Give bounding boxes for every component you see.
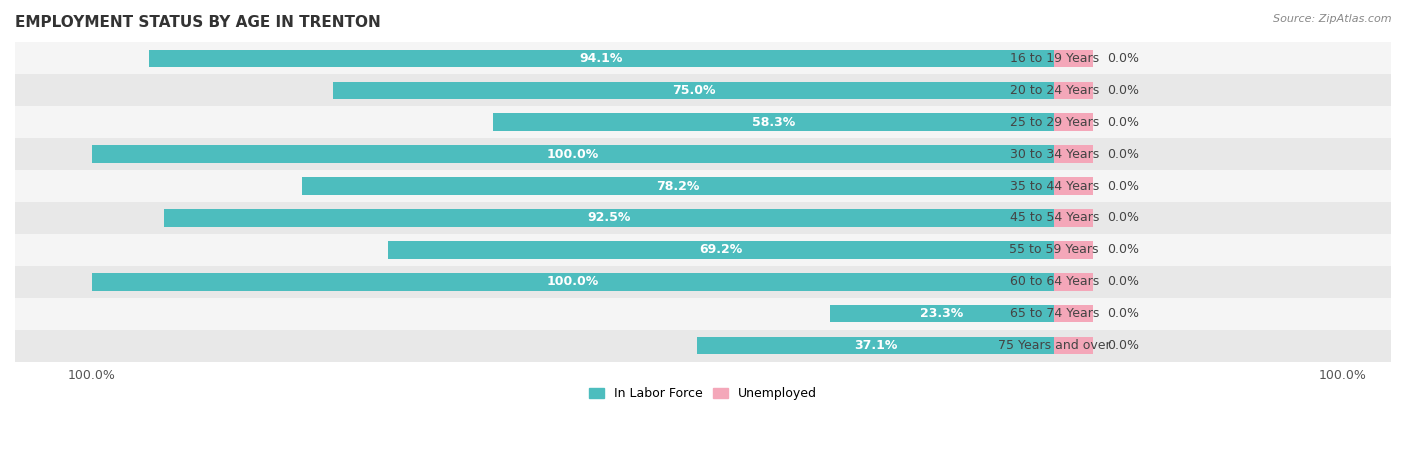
Text: 94.1%: 94.1% [579,52,623,65]
Text: 35 to 44 Years: 35 to 44 Years [1001,179,1107,193]
Text: 60 to 64 Years: 60 to 64 Years [1001,275,1107,288]
Text: 25 to 29 Years: 25 to 29 Years [1001,116,1107,129]
Text: 100.0%: 100.0% [547,147,599,161]
Bar [165,209,1054,227]
Bar [494,114,1054,131]
Text: 75.0%: 75.0% [672,84,716,97]
Text: 0.0%: 0.0% [1107,339,1139,352]
Text: 0.0%: 0.0% [1107,307,1139,320]
Bar [15,330,1391,362]
Bar [1054,337,1092,354]
Text: 23.3%: 23.3% [921,307,963,320]
Bar [1054,305,1092,322]
Bar [1054,114,1092,131]
Text: 78.2%: 78.2% [657,179,700,193]
Text: 0.0%: 0.0% [1107,244,1139,256]
Text: 0.0%: 0.0% [1107,179,1139,193]
Bar [830,305,1054,322]
Bar [91,273,1055,290]
Text: 100.0%: 100.0% [547,275,599,288]
Bar [91,145,1055,163]
Text: 0.0%: 0.0% [1107,212,1139,225]
Text: 45 to 54 Years: 45 to 54 Years [1001,212,1107,225]
Text: 58.3%: 58.3% [752,116,796,129]
Text: 92.5%: 92.5% [588,212,631,225]
Text: 0.0%: 0.0% [1107,52,1139,65]
Text: 75 Years and over: 75 Years and over [990,339,1119,352]
Text: 69.2%: 69.2% [700,244,742,256]
Bar [15,266,1391,298]
Bar [1054,209,1092,227]
Text: 30 to 34 Years: 30 to 34 Years [1001,147,1107,161]
Bar [302,177,1054,195]
Text: Source: ZipAtlas.com: Source: ZipAtlas.com [1274,14,1392,23]
Bar [1054,273,1092,290]
Bar [333,82,1054,99]
Bar [15,202,1391,234]
Bar [1054,177,1092,195]
Bar [388,241,1054,258]
Legend: In Labor Force, Unemployed: In Labor Force, Unemployed [583,382,823,405]
Text: 0.0%: 0.0% [1107,147,1139,161]
Text: 0.0%: 0.0% [1107,275,1139,288]
Text: 55 to 59 Years: 55 to 59 Years [1001,244,1107,256]
Bar [1054,145,1092,163]
Bar [149,50,1054,67]
Text: 37.1%: 37.1% [853,339,897,352]
Bar [1054,82,1092,99]
Bar [1054,241,1092,258]
Text: EMPLOYMENT STATUS BY AGE IN TRENTON: EMPLOYMENT STATUS BY AGE IN TRENTON [15,15,381,30]
Bar [697,337,1054,354]
Bar [15,298,1391,330]
Text: 16 to 19 Years: 16 to 19 Years [1001,52,1107,65]
Text: 0.0%: 0.0% [1107,116,1139,129]
Bar [15,74,1391,106]
Text: 20 to 24 Years: 20 to 24 Years [1001,84,1107,97]
Bar [15,138,1391,170]
Bar [15,170,1391,202]
Text: 0.0%: 0.0% [1107,84,1139,97]
Bar [15,106,1391,138]
Bar [15,42,1391,74]
Bar [1054,50,1092,67]
Text: 65 to 74 Years: 65 to 74 Years [1001,307,1107,320]
Bar [15,234,1391,266]
